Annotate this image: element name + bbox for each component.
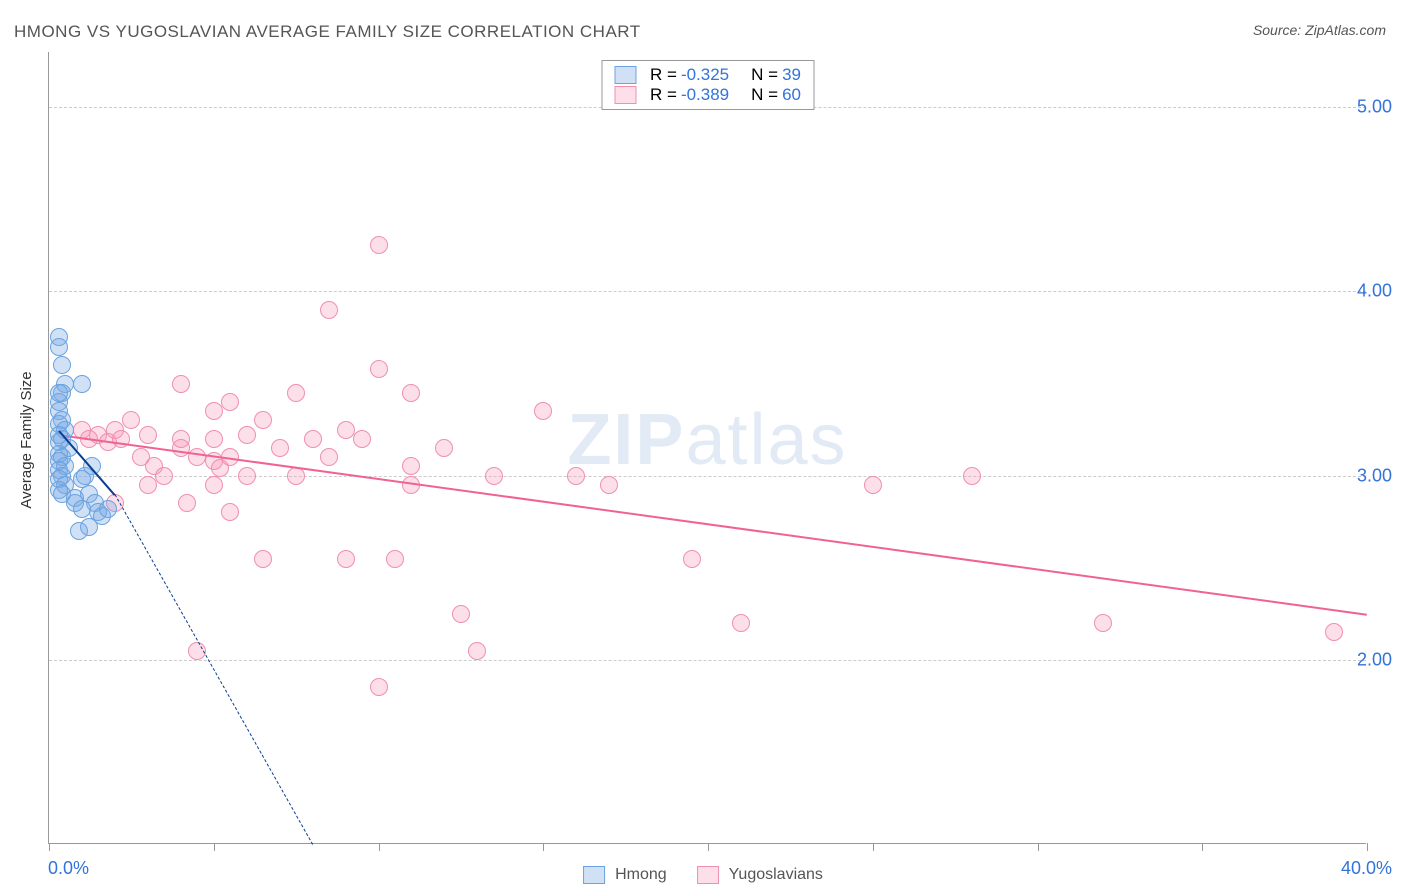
data-point [172, 375, 190, 393]
watermark-bold: ZIP [567, 399, 685, 479]
yugo-swatch-icon [697, 866, 719, 884]
scatter-plot-area: ZIPatlas R = -0.325 N = 39 R = -0.389 N … [48, 52, 1366, 844]
yugo-swatch [614, 86, 636, 104]
stats-legend: R = -0.325 N = 39 R = -0.389 N = 60 [601, 60, 814, 110]
data-point [50, 338, 68, 356]
data-point [53, 356, 71, 374]
x-tick [1202, 843, 1203, 851]
hmong-series-label: Hmong [615, 866, 667, 884]
data-point [238, 426, 256, 444]
data-point [386, 550, 404, 568]
legend-item-hmong: Hmong [583, 866, 667, 884]
data-point [963, 467, 981, 485]
data-point [402, 384, 420, 402]
data-point [435, 439, 453, 457]
data-point [178, 494, 196, 512]
yugo-n-value: 60 [782, 85, 801, 105]
data-point [304, 430, 322, 448]
data-point [600, 476, 618, 494]
y-tick-label: 3.00 [1357, 465, 1392, 486]
data-point [238, 467, 256, 485]
n-label: N = [751, 85, 778, 105]
data-point [221, 393, 239, 411]
data-point [370, 360, 388, 378]
x-axis-start-label: 0.0% [48, 858, 89, 879]
yugo-r-value: -0.389 [681, 85, 729, 105]
data-point [50, 384, 68, 402]
data-point [205, 476, 223, 494]
x-tick [214, 843, 215, 851]
data-point [683, 550, 701, 568]
x-tick [1367, 843, 1368, 851]
data-point [73, 500, 91, 518]
data-point [402, 457, 420, 475]
data-point [139, 476, 157, 494]
hmong-r-value: -0.325 [681, 65, 729, 85]
y-tick-label: 2.00 [1357, 649, 1392, 670]
data-point [1325, 623, 1343, 641]
x-tick [49, 843, 50, 851]
y-axis-label: Average Family Size [18, 371, 35, 508]
data-point [370, 236, 388, 254]
data-point [188, 448, 206, 466]
yugo-series-label: Yugoslavians [729, 866, 823, 884]
data-point [287, 384, 305, 402]
n-label: N = [751, 65, 778, 85]
data-point [534, 402, 552, 420]
data-point [485, 467, 503, 485]
x-tick [543, 843, 544, 851]
data-point [271, 439, 289, 457]
data-point [732, 614, 750, 632]
hmong-swatch [614, 66, 636, 84]
gridline [49, 660, 1366, 661]
data-point [73, 375, 91, 393]
x-tick [1038, 843, 1039, 851]
series-legend: Hmong Yugoslavians [583, 866, 823, 884]
data-point [320, 448, 338, 466]
data-point [370, 678, 388, 696]
data-point [452, 605, 470, 623]
watermark: ZIPatlas [567, 398, 847, 480]
x-tick [708, 843, 709, 851]
trend-line-dashed [114, 494, 313, 844]
data-point [468, 642, 486, 660]
x-tick [873, 843, 874, 851]
hmong-swatch-icon [583, 866, 605, 884]
stats-row-yugo: R = -0.389 N = 60 [614, 85, 801, 105]
r-label: R = [650, 65, 677, 85]
data-point [221, 503, 239, 521]
source-attribution: Source: ZipAtlas.com [1253, 22, 1386, 38]
data-point [205, 430, 223, 448]
r-label: R = [650, 85, 677, 105]
data-point [80, 518, 98, 536]
hmong-n-value: 39 [782, 65, 801, 85]
x-tick [379, 843, 380, 851]
data-point [139, 426, 157, 444]
data-point [320, 301, 338, 319]
data-point [337, 421, 355, 439]
data-point [254, 550, 272, 568]
data-point [205, 402, 223, 420]
data-point [122, 411, 140, 429]
chart-title: HMONG VS YUGOSLAVIAN AVERAGE FAMILY SIZE… [14, 22, 641, 42]
y-tick-label: 4.00 [1357, 281, 1392, 302]
legend-item-yugo: Yugoslavians [697, 866, 823, 884]
data-point [864, 476, 882, 494]
data-point [353, 430, 371, 448]
data-point [172, 430, 190, 448]
data-point [567, 467, 585, 485]
data-point [99, 500, 117, 518]
data-point [254, 411, 272, 429]
data-point [1094, 614, 1112, 632]
y-tick-label: 5.00 [1357, 97, 1392, 118]
trend-line [65, 435, 1367, 616]
data-point [337, 550, 355, 568]
watermark-rest: atlas [685, 399, 847, 479]
stats-row-hmong: R = -0.325 N = 39 [614, 65, 801, 85]
gridline [49, 291, 1366, 292]
x-axis-end-label: 40.0% [1341, 858, 1392, 879]
data-point [155, 467, 173, 485]
